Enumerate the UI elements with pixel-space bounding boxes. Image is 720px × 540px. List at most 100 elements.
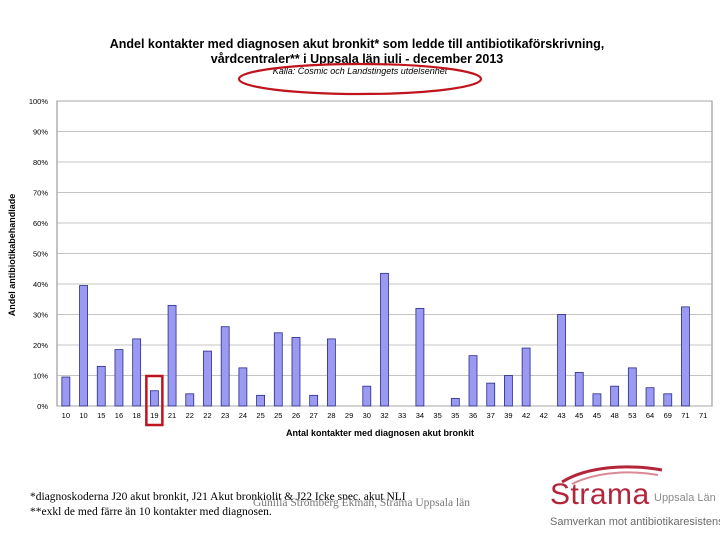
x-tick-label: 16 [115, 411, 123, 420]
x-tick-label: 25 [256, 411, 264, 420]
y-tick-label: 100% [29, 97, 49, 106]
x-tick-label: 18 [132, 411, 140, 420]
x-tick-label: 34 [416, 411, 424, 420]
bar [220, 326, 230, 407]
bar [326, 338, 336, 407]
logo-tagline: Samverkan mot antibiotikaresistens [550, 516, 720, 528]
bar [486, 382, 496, 407]
chart-title-line1: Andel kontakter med diagnosen akut bronk… [110, 37, 605, 51]
x-tick-label: 45 [593, 411, 601, 420]
y-tick-label: 80% [33, 158, 48, 167]
x-tick-label: 71 [681, 411, 689, 420]
logo-region: Uppsala Län [654, 492, 716, 504]
footnote-exclusion: **exkl de med färre än 10 kontakter med … [30, 506, 272, 518]
x-axis-tick-labels: 10 10 15 16 18 19 21 22 22 23 24 25 25 26 27 28 29 30 32 33… [62, 411, 708, 420]
x-tick-label: 36 [469, 411, 477, 420]
bar [291, 336, 301, 407]
x-tick-label: 39 [504, 411, 512, 420]
bar [238, 367, 248, 407]
x-tick-label: 42 [522, 411, 530, 420]
bar [114, 349, 124, 407]
x-tick-label: 22 [186, 411, 194, 420]
x-tick-label: 26 [292, 411, 300, 420]
x-tick-label: 27 [310, 411, 318, 420]
bar [167, 304, 177, 407]
highlight-box-layer [145, 374, 164, 427]
bar [663, 393, 673, 407]
x-tick-label: 23 [221, 411, 229, 420]
x-tick-label: 69 [664, 411, 672, 420]
x-axis-title: Antal kontakter med diagnosen akut bronk… [286, 428, 474, 438]
y-tick-label: 40% [33, 280, 48, 289]
x-tick-label: 64 [646, 411, 654, 420]
x-tick-label: 35 [433, 411, 441, 420]
bar [557, 314, 566, 407]
bar [574, 372, 584, 407]
x-tick-label: 35 [451, 411, 459, 420]
y-tick-label: 30% [33, 311, 48, 320]
x-tick-label: 37 [487, 411, 495, 420]
author-credit: Gunilla Strömberg Ekman, Strama Uppsala … [253, 497, 470, 509]
bar [61, 376, 71, 407]
x-tick-label: 29 [345, 411, 353, 420]
footnote-diagnosis-codes: *diagnoskoderna J20 akut bronkit, J21 Ak… [30, 491, 406, 503]
bar [504, 375, 513, 407]
x-tick-label: 53 [628, 411, 636, 420]
bar [645, 387, 655, 407]
chart-source: Källa: Cosmic och Landstingets utdelsenh… [273, 66, 448, 76]
bar [450, 397, 460, 407]
x-tick-label: 28 [327, 411, 335, 420]
bar [592, 393, 602, 407]
bar [681, 306, 690, 407]
bar [627, 367, 637, 407]
bar [415, 307, 425, 407]
y-tick-label: 10% [33, 372, 48, 381]
bars [61, 272, 690, 407]
y-tick-label: 60% [33, 219, 48, 228]
strama-logo: Strama Uppsala Län Samverkan mot antibio… [540, 464, 720, 534]
logo-wordmark: Strama [550, 478, 650, 511]
x-tick-label: 19 [150, 411, 158, 420]
x-tick-label: 25 [274, 411, 282, 420]
x-tick-label: 42 [540, 411, 548, 420]
x-tick-label: 45 [575, 411, 583, 420]
bar [149, 390, 159, 407]
y-tick-label: 70% [33, 189, 48, 198]
x-tick-label: 10 [79, 411, 87, 420]
bar [185, 393, 195, 407]
highlight-box [145, 374, 164, 427]
y-tick-label: 20% [33, 341, 48, 350]
x-tick-label: 33 [398, 411, 406, 420]
bar [610, 385, 620, 407]
logo-swoosh-icon [561, 465, 663, 485]
y-tick-label: 90% [33, 128, 48, 137]
bar [79, 285, 88, 407]
x-tick-label: 22 [203, 411, 211, 420]
y-axis-tick-labels: 0% 10% 20% 30% 40% 50% 60% 70% 80% 90% 100% [29, 97, 49, 411]
bar [273, 332, 283, 407]
x-tick-label: 43 [557, 411, 565, 420]
bar [309, 394, 319, 407]
bar [203, 350, 212, 407]
bar [380, 272, 389, 407]
gridlines [57, 100, 712, 407]
bar [521, 347, 531, 407]
bar [132, 338, 142, 407]
x-tick-label: 48 [610, 411, 618, 420]
y-tick-label: 50% [33, 250, 48, 259]
x-tick-label: 15 [97, 411, 105, 420]
y-tick-label: 0% [37, 402, 48, 411]
x-tick-label: 30 [363, 411, 371, 420]
x-tick-label: 71 [699, 411, 707, 420]
x-tick-label: 24 [239, 411, 247, 420]
chart-title-line2: vårdcentraler** i Uppsala län juli - dec… [211, 52, 504, 66]
bar [362, 385, 372, 407]
bar [256, 394, 265, 407]
x-tick-label: 21 [168, 411, 176, 420]
bar [468, 355, 478, 407]
x-tick-label: 10 [62, 411, 70, 420]
source-annotation-ellipse [237, 62, 483, 96]
x-tick-label: 32 [380, 411, 388, 420]
bar [96, 365, 106, 407]
